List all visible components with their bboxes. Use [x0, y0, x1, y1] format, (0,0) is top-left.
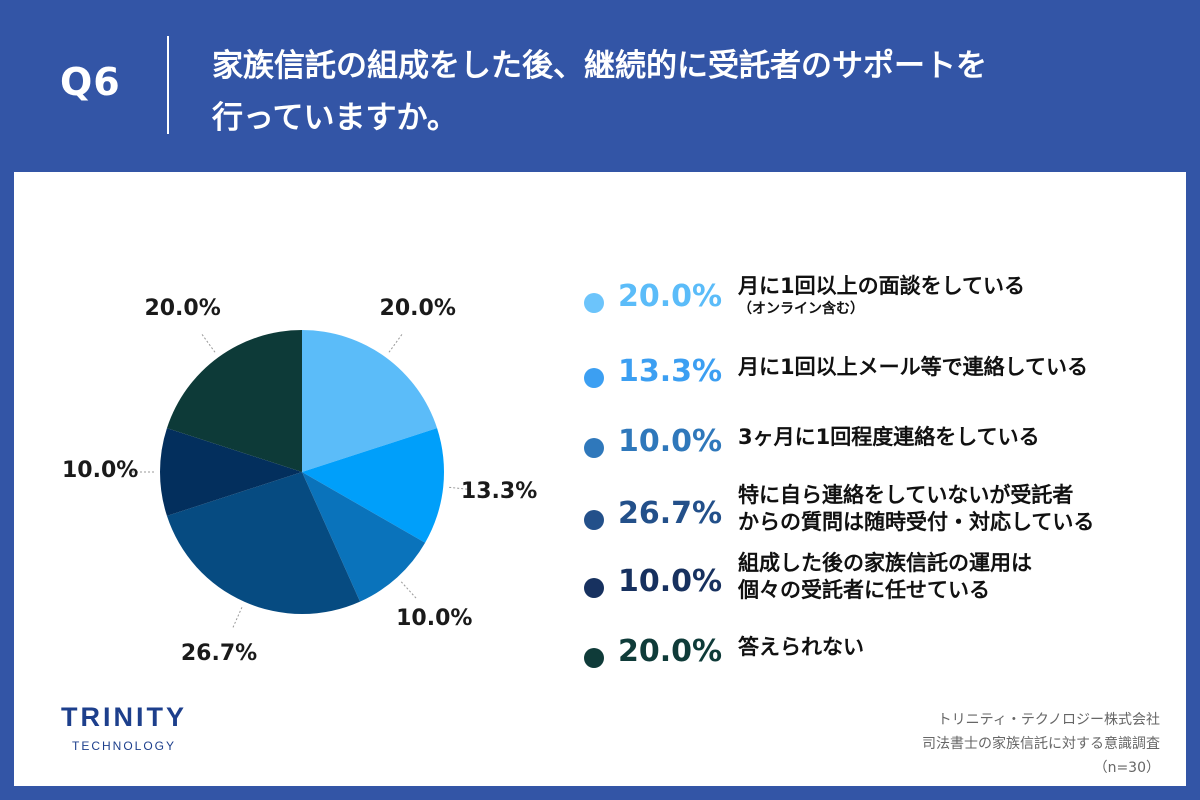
legend-percent: 10.0% — [618, 424, 723, 459]
legend-label-line1: 答えられない — [738, 635, 864, 659]
legend-label-line1: 月に1回以上メール等で連絡している — [738, 355, 1088, 379]
trinity-logo: TRINITY TECHNOLOGY — [44, 702, 204, 753]
pie-slice-label: 26.7% — [180, 640, 258, 666]
pie-leader-line — [388, 332, 404, 353]
legend-label: 特に自ら連絡をしていないが受託者 からの質問は随時受付・対応している — [738, 482, 1178, 536]
pie-leader-line — [231, 607, 243, 630]
legend-label: 答えられない — [738, 634, 1178, 661]
legend-label-line1: 特に自ら連絡をしていないが受託者 — [738, 483, 1074, 507]
legend-percent: 20.0% — [618, 634, 723, 669]
question-title: 家族信託の組成をした後、継続的に受託者のサポートを 行っていますか。 — [212, 40, 1152, 144]
legend-dot — [584, 648, 604, 668]
pie-slice — [302, 428, 444, 543]
legend-label: 3ヶ月に1回程度連絡をしている — [738, 424, 1178, 451]
header: Q6 家族信託の組成をした後、継続的に受託者のサポートを 行っていますか。 — [0, 0, 1200, 172]
legend-label-note: （オンライン含む） — [738, 301, 864, 317]
legend-label: 月に1回以上メール等で連絡している — [738, 354, 1178, 381]
chart-panel: 20.0% 13.3% 10.0% 26.7% 10.0% 20.0% 20.0% 月に1… — [14, 172, 1186, 786]
legend-percent: 13.3% — [618, 354, 723, 389]
legend-percent: 26.7% — [618, 496, 723, 531]
question-title-line1: 家族信託の組成をした後、継続的に受託者のサポートを — [212, 48, 987, 84]
legend-label: 組成した後の家族信託の運用は 個々の受託者に任せている — [738, 550, 1178, 604]
question-number: Q6 — [60, 60, 121, 104]
legend-label-line1: 3ヶ月に1回程度連絡をしている — [738, 425, 1040, 449]
legend-label-line2: からの質問は随時受付・対応している — [738, 510, 1095, 534]
pie-chart — [130, 330, 474, 630]
survey-credit: トリニティ・テクノロジー株式会社 司法書士の家族信託に対する意識調査 （n=30… — [922, 708, 1160, 780]
header-divider — [167, 36, 169, 134]
pie-slice-label: 20.0% — [379, 296, 456, 322]
pie-leader-line — [200, 332, 216, 353]
pie-leader-line — [449, 486, 474, 491]
question-title-line2: 行っていますか。 — [212, 100, 458, 136]
pie-slice-label: 20.0% — [144, 296, 221, 322]
legend-dot — [584, 368, 604, 388]
pie-slice — [160, 428, 302, 516]
legend-percent: 20.0% — [618, 279, 723, 314]
pie-slice — [302, 472, 426, 602]
legend-label-line1: 組成した後の家族信託の運用は — [738, 551, 1032, 575]
legend-dot — [584, 438, 604, 458]
logo-wordmark: TRINITY — [61, 702, 187, 732]
legend-dot — [584, 293, 604, 313]
pie-slice — [166, 472, 361, 614]
credit-company: トリニティ・テクノロジー株式会社 — [937, 712, 1160, 728]
pie-slice — [302, 330, 438, 472]
pie-slice — [166, 330, 302, 472]
legend-dot — [584, 510, 604, 530]
pie-leader-line — [400, 581, 418, 600]
legend-dot — [584, 578, 604, 598]
pie-slice-label: 13.3% — [460, 478, 538, 504]
credit-survey: 司法書士の家族信託に対する意識調査 — [922, 736, 1160, 752]
legend-label-line2: 個々の受託者に任せている — [738, 578, 990, 602]
logo-subtitle: TECHNOLOGY — [71, 739, 176, 753]
legend-label: 月に1回以上の面談をしている （オンライン含む） — [738, 273, 1178, 318]
credit-sample-size: （n=30） — [1093, 760, 1160, 776]
pie-slice-label: 10.0% — [62, 458, 139, 483]
legend-percent: 10.0% — [618, 564, 723, 599]
legend-label-line1: 月に1回以上の面談をしている — [738, 274, 1025, 298]
pie-slice-label: 10.0% — [396, 606, 473, 632]
